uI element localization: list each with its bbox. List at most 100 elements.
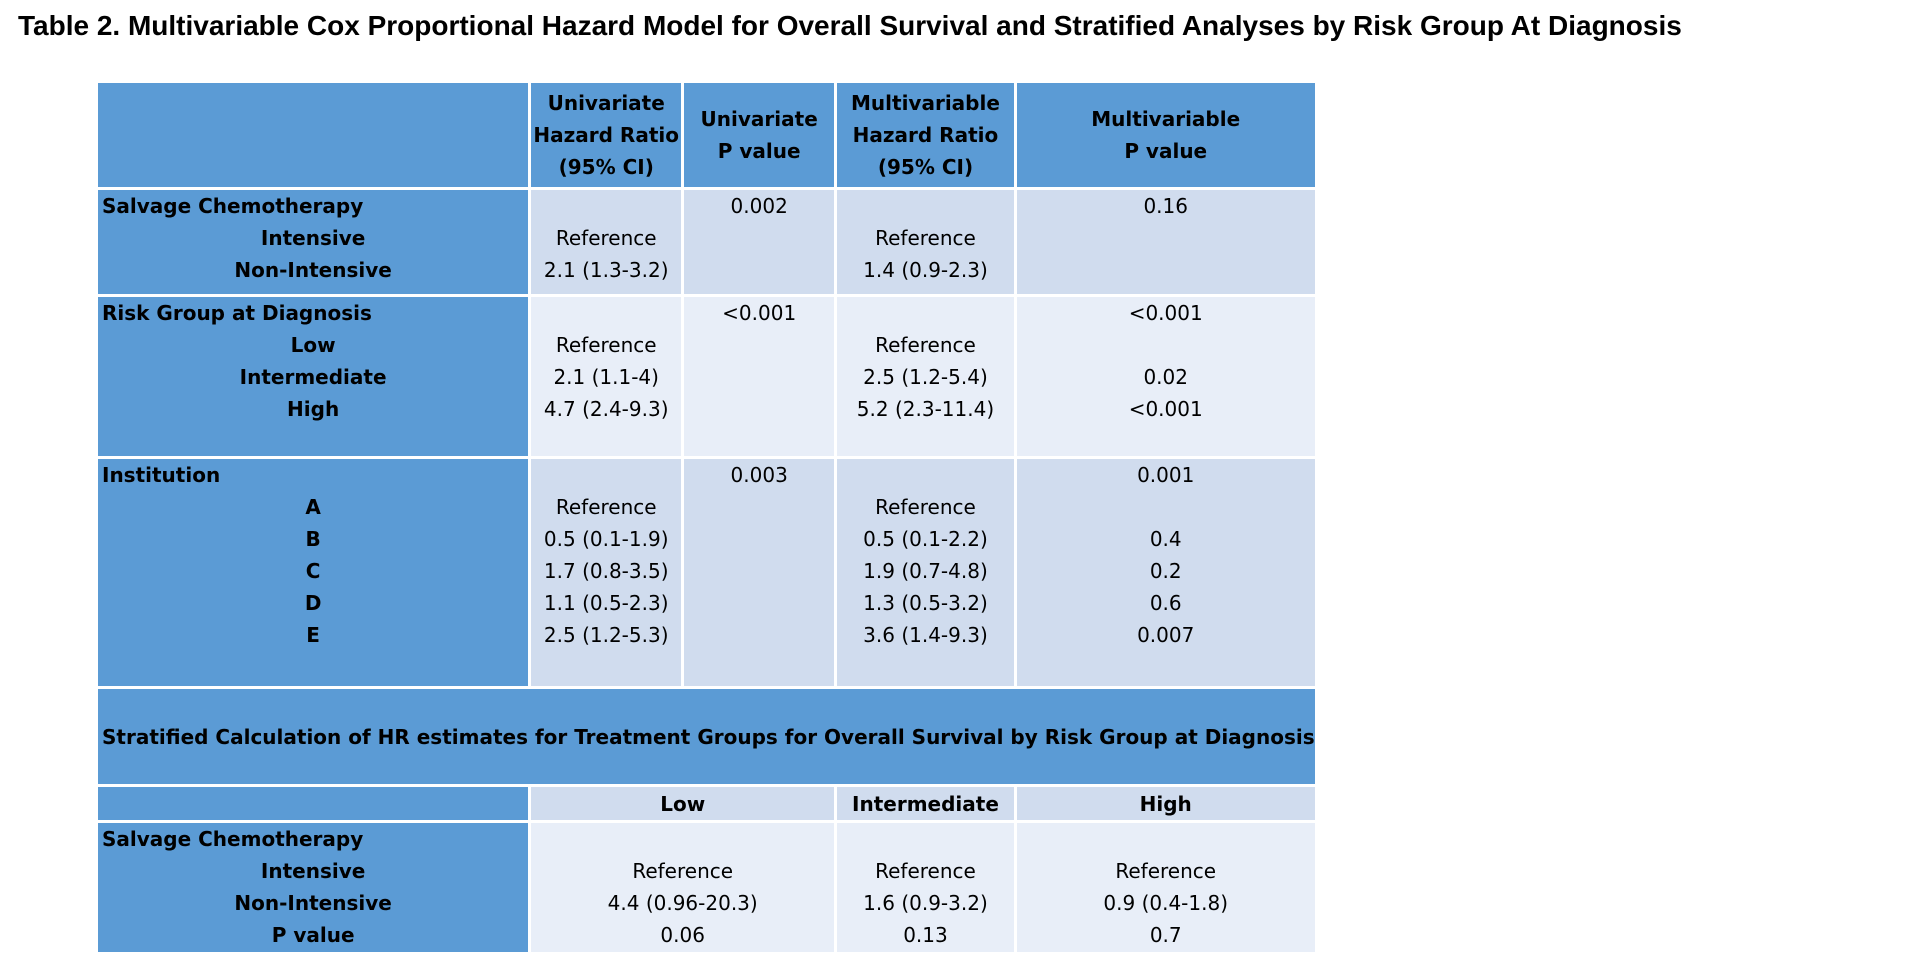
uni-hr-value: 0.5 (0.1-1.9) [543,527,669,551]
stratified-value: Reference [875,859,976,883]
row-label: Non-Intensive [234,891,392,915]
header-line: Hazard Ratio [533,123,679,147]
multi-hr-value: Reference [875,226,976,250]
multi-hr-value: 2.5 (1.2-5.4) [863,365,988,389]
multivariable-hr-cell: Reference 0.5 (0.1-2.2) 1.9 (0.7-4.8) 1.… [834,456,1017,689]
row-label: Intensive [260,226,366,250]
header-line: Multivariable [851,91,1000,115]
section-label: Institution [102,463,221,487]
multi-hr-value: Reference [875,333,976,357]
stratified-value: 4.4 (0.96-20.3) [607,891,758,915]
row-label: High [287,397,340,421]
stratified-value: Reference [632,859,734,883]
multi-hr-value: 1.3 (0.5-3.2) [863,591,988,615]
uni-p-value: 0.003 [730,463,788,487]
row-label: C [305,559,321,583]
table-title: Table 2. Multivariable Cox Proportional … [18,10,1682,41]
uni-hr-value: 4.7 (2.4-9.3) [543,397,669,421]
multi-hr-value: 0.5 (0.1-2.2) [863,527,988,551]
multi-p-value: 0.02 [1143,365,1188,389]
uni-p-value: 0.002 [730,194,788,218]
multivariable-p-cell: <0.001 0.02 <0.001 [1013,294,1318,459]
row-label: Non-Intensive [234,258,392,282]
univariate-p-cell: <0.001 [681,294,838,459]
stratified-value: 0.13 [903,923,948,947]
multi-p-value: 0.6 [1149,591,1182,615]
header-row: Univariate Hazard Ratio (95% CI) Univari… [94,80,1318,190]
cox-model-table: Univariate Hazard Ratio (95% CI) Univari… [94,80,1318,955]
row-label: P value [271,923,355,947]
stratified-value: 0.9 (0.4-1.8) [1103,891,1229,915]
header-multivariable-p: Multivariable P value [1013,80,1318,190]
header-line: (95% CI) [558,155,654,179]
row-label: B [305,527,321,551]
multi-p-value: <0.001 [1128,301,1203,325]
uni-hr-value: 2.5 (1.2-5.3) [543,623,669,647]
stratified-value: 0.7 [1149,923,1182,947]
multi-p-value: 0.2 [1149,559,1182,583]
section-risk-group: Risk Group at Diagnosis Low Intermediate… [94,294,1318,459]
multi-hr-value: 5.2 (2.3-11.4) [856,397,995,421]
header-univariate-p: Univariate P value [681,80,838,190]
univariate-p-cell: 0.002 [681,187,838,297]
univariate-p-cell: 0.003 [681,456,838,689]
uni-hr-value: 2.1 (1.3-3.2) [543,258,669,282]
stratified-value: 1.6 (0.9-3.2) [863,891,988,915]
uni-hr-value: 2.1 (1.1-4) [553,365,659,389]
header-univariate-hr: Univariate Hazard Ratio (95% CI) [528,80,685,190]
stratified-intermediate-cell: Reference 1.6 (0.9-3.2) 0.13 [834,820,1017,955]
univariate-hr-cell: Reference 0.5 (0.1-1.9) 1.7 (0.8-3.5) 1.… [528,456,685,689]
stratified-header-row: Low Intermediate High [94,784,1318,823]
multi-hr-value: 1.4 (0.9-2.3) [863,258,988,282]
multi-hr-value: 3.6 (1.4-9.3) [863,623,988,647]
stratified-body-row: Salvage Chemotherapy Intensive Non-Inten… [94,820,1318,955]
section-label: Salvage Chemotherapy [102,827,364,851]
row-label: A [305,495,321,519]
multivariable-p-cell: 0.16 [1013,187,1318,297]
multi-hr-value: Reference [875,495,976,519]
row-label: E [306,623,320,647]
multi-p-value: 0.16 [1143,194,1188,218]
row-label: Intensive [260,859,366,883]
stratified-header-high: High [1013,784,1318,823]
univariate-hr-cell: Reference 2.1 (1.1-4) 4.7 (2.4-9.3) [528,294,685,459]
section-label: Risk Group at Diagnosis [102,301,372,325]
header-line: Multivariable [1091,107,1241,131]
section-label-cell: Salvage Chemotherapy Intensive Non-Inten… [94,187,532,297]
multi-p-value: 0.007 [1137,623,1195,647]
stratified-label-cell: Salvage Chemotherapy Intensive Non-Inten… [94,820,532,955]
stratified-value: Reference [1115,859,1217,883]
stratified-high-cell: Reference 0.9 (0.4-1.8) 0.7 [1013,820,1318,955]
multivariable-hr-cell: Reference 1.4 (0.9-2.3) [834,187,1017,297]
row-label: Intermediate [239,365,387,389]
row-label: Low [290,333,336,357]
multivariable-p-cell: 0.001 0.4 0.2 0.6 0.007 [1013,456,1318,689]
header-line: Univariate [700,107,818,131]
row-label: D [304,591,322,615]
multi-p-value: <0.001 [1128,397,1203,421]
header-line: Hazard Ratio [852,123,999,147]
header-blank-cell [94,80,532,190]
stratified-header-intermediate: Intermediate [834,784,1017,823]
header-line: (95% CI) [877,155,974,179]
section-label-cell: Risk Group at Diagnosis Low Intermediate… [94,294,532,459]
header-line: P value [717,139,801,163]
stratified-value: 0.06 [660,923,705,947]
univariate-hr-cell: Reference 2.1 (1.3-3.2) [528,187,685,297]
header-line: Univariate [547,91,665,115]
stratified-low-cell: Reference 4.4 (0.96-20.3) 0.06 [528,820,838,955]
uni-hr-value: Reference [555,495,657,519]
multi-p-value: 0.4 [1149,527,1182,551]
uni-hr-value: Reference [555,226,657,250]
stratified-header-low: Low [528,784,838,823]
section-institution: Institution A B C D E Reference 0.5 (0.1… [94,456,1318,689]
stratified-title-row: Stratified Calculation of HR estimates f… [95,686,1318,787]
multi-p-value: 0.001 [1137,463,1195,487]
uni-p-value: <0.001 [722,301,797,325]
section-salvage-chemotherapy: Salvage Chemotherapy Intensive Non-Inten… [94,187,1318,297]
header-line: P value [1124,139,1208,163]
stratified-header-blank [94,784,532,823]
multi-hr-value: 1.9 (0.7-4.8) [863,559,988,583]
stratified-title: Stratified Calculation of HR estimates f… [95,686,1318,787]
header-multivariable-hr: Multivariable Hazard Ratio (95% CI) [834,80,1017,190]
